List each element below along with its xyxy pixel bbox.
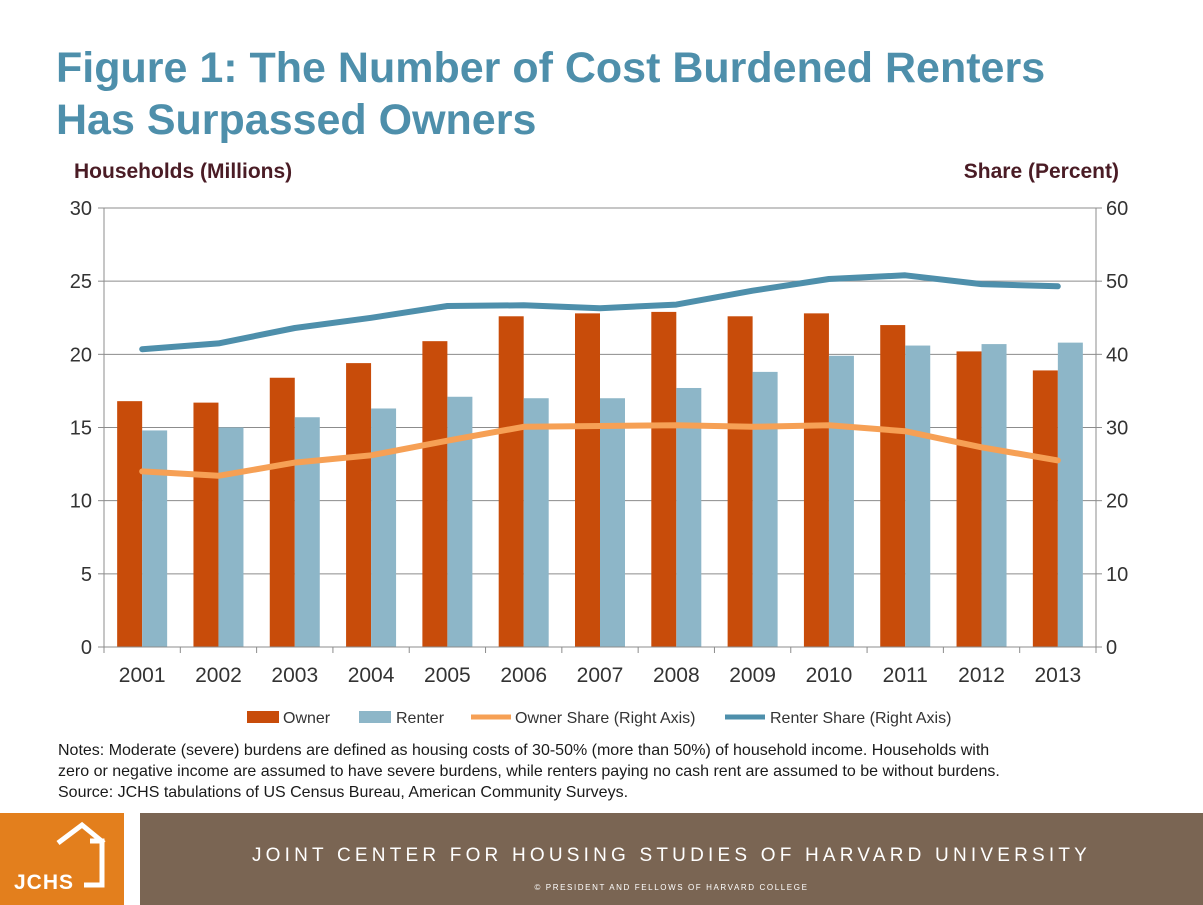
- bar-owner-2003: [269, 377, 295, 647]
- right-tick-label: 0: [1106, 637, 1117, 659]
- right-tick-label: 50: [1106, 271, 1128, 293]
- footer-copyright: © PRESIDENT AND FELLOWS OF HARVARD COLLE…: [534, 883, 809, 892]
- right-tick-label: 60: [1106, 198, 1128, 220]
- x-tick-label-2010: 2010: [806, 664, 853, 687]
- bar-owner-2010: [803, 313, 829, 647]
- house-icon: [56, 821, 106, 888]
- notes: Notes: Moderate (severe) burdens are def…: [58, 740, 1178, 803]
- left-axis-title: Households (Millions): [74, 160, 292, 183]
- bar-owner-2001: [117, 401, 143, 647]
- bar-renter-2008: [676, 387, 702, 647]
- x-tick-label-2011: 2011: [883, 664, 928, 687]
- bar-renter-2007: [600, 398, 625, 647]
- x-tick-label-2002: 2002: [195, 664, 242, 687]
- x-tick-label-2007: 2007: [577, 664, 624, 687]
- bar-renter-2012: [981, 344, 1007, 647]
- title-line-1: Figure 1: The Number of Cost Burdened Re…: [56, 44, 1046, 92]
- x-tick-label-2008: 2008: [653, 664, 700, 687]
- x-tick-label-2012: 2012: [958, 664, 1005, 687]
- x-tick-label-2004: 2004: [348, 664, 395, 687]
- x-tick-label-2009: 2009: [729, 664, 776, 687]
- bar-renter-2004: [371, 408, 397, 647]
- right-tick-label: 10: [1106, 564, 1128, 586]
- jchs-logo: JCHS: [0, 813, 124, 905]
- axis-labels: 0 5 10 15 20 25 30 0 10 20 30 40 50 60 Households (Mil…: [70, 160, 1129, 687]
- footer-band: JOINT CENTER FOR HOUSING STUDIES OF HARV…: [140, 813, 1203, 905]
- legend-renter-swatch: [359, 711, 391, 723]
- x-tick-label-2005: 2005: [424, 664, 471, 687]
- x-tick-label-2001: 2001: [119, 664, 166, 687]
- source-line: Source: JCHS tabulations of US Census Bu…: [58, 784, 629, 801]
- chart: 0 5 10 15 20 25 30 0 10 20 30 40 50 60 Households (Mil…: [70, 160, 1129, 727]
- renter-share-line: [139, 272, 1061, 353]
- bar-owner-2002: [193, 402, 219, 647]
- left-tick-label: 30: [70, 198, 92, 220]
- legend-owner-swatch: [247, 711, 279, 723]
- x-tick-label-2006: 2006: [500, 664, 547, 687]
- bar-owner-2007: [575, 313, 600, 647]
- x-tick-label-2013: 2013: [1034, 664, 1081, 687]
- legend-renter-share-label: Renter Share (Right Axis): [770, 710, 951, 727]
- bar-renter-2001: [142, 430, 168, 647]
- legend-renter-label: Renter: [396, 710, 445, 727]
- left-tick-label: 25: [70, 271, 92, 293]
- notes-line-2: zero or negative income are assumed to h…: [58, 763, 1000, 780]
- left-tick-label: 10: [70, 491, 92, 513]
- bar-renter-2006: [523, 398, 549, 647]
- left-tick-label: 20: [70, 344, 92, 366]
- bar-owner-2008: [651, 311, 677, 647]
- bar-owner-2012: [956, 351, 982, 647]
- bar-owner-2011: [880, 325, 906, 647]
- x-tick-label-2003: 2003: [271, 664, 318, 687]
- logo-text: JCHS: [14, 871, 75, 894]
- left-tick-label: 0: [81, 637, 92, 659]
- legend-owner-label: Owner: [283, 710, 331, 727]
- notes-line-1: Notes: Moderate (severe) burdens are def…: [58, 742, 990, 759]
- bars: [117, 311, 1083, 647]
- bar-renter-2009: [752, 371, 778, 647]
- left-tick-label: 5: [81, 564, 92, 586]
- right-tick-label: 20: [1106, 491, 1128, 513]
- bar-owner-2004: [346, 363, 372, 647]
- bar-renter-2011: [905, 345, 931, 647]
- left-tick-label: 15: [70, 418, 92, 440]
- legend: Owner Renter Owner Share (Right Axis) Rente…: [247, 710, 951, 727]
- owner-share-line: [139, 422, 1061, 479]
- footer: JCHS JOINT CENTER FOR HOUSING STUDIES OF…: [0, 813, 1203, 905]
- axes: [98, 207, 1102, 653]
- bar-renter-2013: [1057, 342, 1083, 647]
- legend-owner-share-label: Owner Share (Right Axis): [515, 710, 696, 727]
- bar-renter-2010: [828, 355, 854, 647]
- page-title: Figure 1: The Number of Cost Burdened Re…: [56, 42, 1176, 146]
- title-line-2: Has Surpassed Owners: [56, 96, 537, 144]
- bar-owner-2005: [422, 341, 448, 647]
- bar-renter-2002: [218, 427, 244, 647]
- right-tick-label: 40: [1106, 344, 1128, 366]
- share-lines: [139, 272, 1061, 479]
- right-axis-title: Share (Percent): [964, 160, 1119, 183]
- bar-owner-2009: [727, 316, 753, 647]
- right-tick-label: 30: [1106, 418, 1128, 440]
- bar-renter-2003: [294, 417, 320, 647]
- footer-title: JOINT CENTER FOR HOUSING STUDIES OF HARV…: [251, 845, 1092, 866]
- bar-owner-2006: [498, 316, 524, 647]
- bar-owner-2013: [1032, 370, 1058, 647]
